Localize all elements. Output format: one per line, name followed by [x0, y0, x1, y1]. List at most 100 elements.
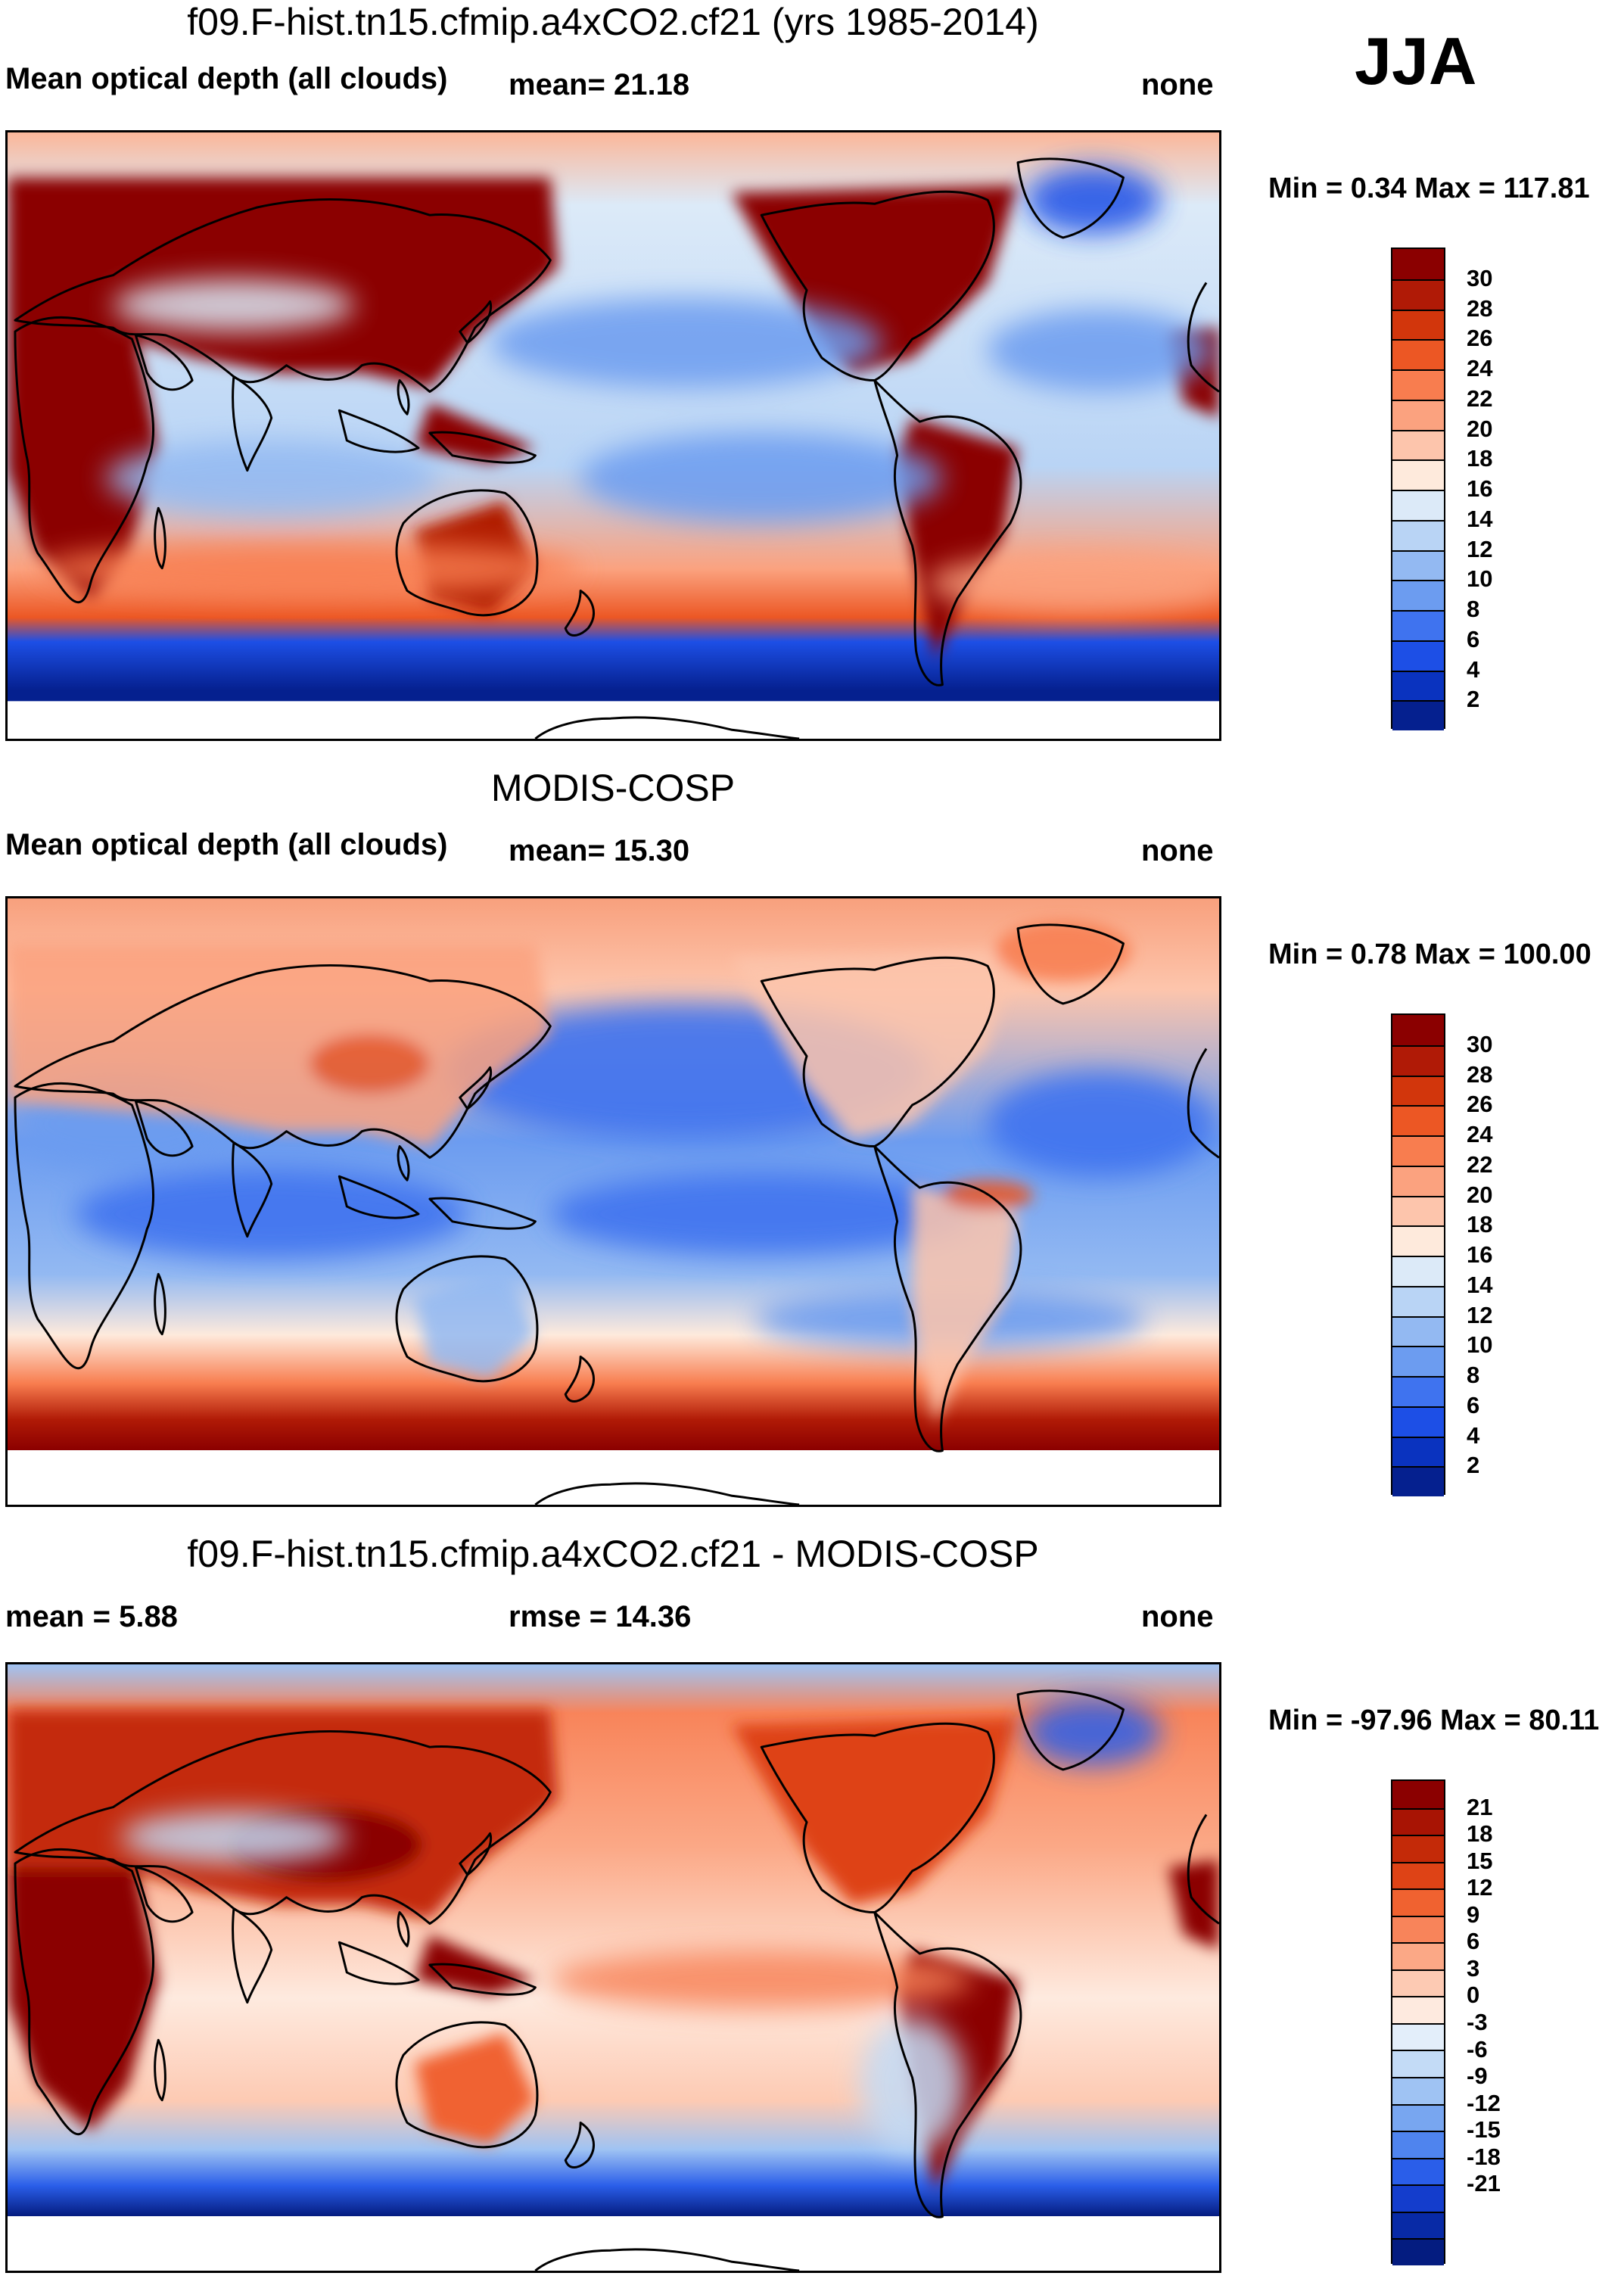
colorbar-segment [1392, 249, 1444, 279]
colorbar-tick-label: 2 [1467, 1452, 1480, 1479]
panel-obs-units-label: none [1141, 834, 1214, 867]
panel-diff-mean-label: mean = 5.88 [5, 1600, 178, 1633]
colorbar-tick-label: 12 [1467, 1301, 1493, 1328]
colorbar-segment [1392, 640, 1444, 671]
panel-obs-mean-label: mean= 15.30 [509, 834, 690, 867]
colorbar-tick-label: 6 [1467, 1391, 1480, 1418]
colorbar-tick-label: 30 [1467, 264, 1493, 291]
colorbar-tick-label: 24 [1467, 1121, 1493, 1147]
colorbar-segment [1392, 1256, 1444, 1286]
panel-diff-title: f09.F-hist.tn15.cfmip.a4xCO2.cf21 - MODI… [187, 1533, 1039, 1575]
colorbar-segment [1392, 1835, 1444, 1862]
colorbar-tick-label: 4 [1467, 655, 1480, 683]
colorbar-segment [1392, 610, 1444, 640]
colorbar-tick-label: -12 [1467, 2089, 1501, 2116]
panel-diff-minmax: Min = -97.96 Max = 80.11 [1268, 1705, 1600, 1736]
colorbar-tick-label: 16 [1467, 1241, 1493, 1268]
panel-model-colorbar [1391, 248, 1445, 730]
colorbar-segment [1392, 309, 1444, 340]
colorbar-tick-label: -18 [1467, 2143, 1501, 2170]
colorbar-segment [1392, 1346, 1444, 1376]
colorbar-tick-label: 22 [1467, 385, 1493, 412]
colorbar-segment [1392, 1376, 1444, 1406]
colorbar-tick-label: 6 [1467, 625, 1480, 652]
colorbar-segment [1392, 1915, 1444, 1943]
colorbar-segment [1392, 2022, 1444, 2050]
colorbar-tick-label: 30 [1467, 1030, 1493, 1057]
panel-model-mean-label: mean= 21.18 [509, 68, 690, 101]
panel-obs-minmax: Min = 0.78 Max = 100.00 [1268, 939, 1591, 970]
colorbar-segment [1392, 2238, 1444, 2265]
colorbar-segment [1392, 1015, 1444, 1045]
colorbar-tick-label: 2 [1467, 686, 1480, 713]
colorbar-tick-label: 28 [1467, 1060, 1493, 1088]
colorbar-segment [1392, 490, 1444, 520]
colorbar-segment [1392, 1942, 1444, 1969]
colorbar-segment [1392, 580, 1444, 610]
panel-model-title: f09.F-hist.tn15.cfmip.a4xCO2.cf21 (yrs 1… [187, 1, 1039, 43]
colorbar-tick-label: 0 [1467, 1982, 1480, 2009]
colorbar-tick-label: 3 [1467, 1954, 1480, 1982]
colorbar-tick-label: 12 [1467, 1874, 1493, 1901]
colorbar-segment [1392, 2077, 1444, 2104]
panel-model-units-label: none [1141, 68, 1214, 101]
colorbar-segment [1392, 1075, 1444, 1106]
colorbar-segment [1392, 1045, 1444, 1076]
colorbar-tick-label: 20 [1467, 415, 1493, 442]
panel-model-map [5, 130, 1221, 741]
colorbar-tick-label: 14 [1467, 1271, 1493, 1298]
panel-diff-rmse-label: rmse = 14.36 [509, 1600, 692, 1633]
colorbar-tick-label: 18 [1467, 1211, 1493, 1238]
colorbar-tick-label: -15 [1467, 2116, 1501, 2144]
colorbar-segment [1392, 1135, 1444, 1166]
colorbar-tick-label: 14 [1467, 505, 1493, 532]
colorbar-tick-label: 4 [1467, 1421, 1480, 1449]
colorbar-segment [1392, 1861, 1444, 1889]
colorbar-segment [1392, 1315, 1444, 1347]
colorbar-segment [1392, 1225, 1444, 1256]
colorbar-segment [1392, 459, 1444, 490]
colorbar-segment [1392, 2184, 1444, 2212]
colorbar-segment [1392, 1105, 1444, 1135]
colorbar-segment [1392, 2103, 1444, 2131]
colorbar-segment [1392, 1781, 1444, 1808]
colorbar-tick-label: 10 [1467, 1331, 1493, 1359]
panel-model-variable-label: Mean optical depth (all clouds) [5, 62, 448, 95]
colorbar-segment [1392, 279, 1444, 310]
colorbar-segment [1392, 429, 1444, 460]
colorbar-tick-label: 18 [1467, 445, 1493, 472]
colorbar-segment [1392, 670, 1444, 701]
colorbar-segment [1392, 1807, 1444, 1835]
colorbar-tick-label: 18 [1467, 1820, 1493, 1848]
colorbar-tick-label: 20 [1467, 1181, 1493, 1208]
colorbar-tick-label: 16 [1467, 475, 1493, 502]
colorbar-tick-label: 22 [1467, 1150, 1493, 1178]
colorbar-segment [1392, 339, 1444, 369]
colorbar-tick-label: -3 [1467, 2009, 1488, 2035]
colorbar-tick-label: 12 [1467, 535, 1493, 562]
panel-obs-variable-label: Mean optical depth (all clouds) [5, 828, 448, 861]
colorbar-segment [1392, 1888, 1444, 1916]
panel-diff-colorbar [1391, 1779, 1445, 2265]
panel-diff-map [5, 1662, 1221, 2273]
colorbar-tick-label: 6 [1467, 1928, 1480, 1955]
colorbar-segment [1392, 1195, 1444, 1226]
colorbar-tick-label: -21 [1467, 2170, 1501, 2197]
colorbar-segment [1392, 700, 1444, 730]
colorbar-segment [1392, 1969, 1444, 1997]
panel-model-minmax: Min = 0.34 Max = 117.81 [1268, 173, 1590, 204]
colorbar-tick-label: -9 [1467, 2063, 1488, 2090]
colorbar-segment [1392, 2050, 1444, 2078]
colorbar-segment [1392, 1466, 1444, 1496]
colorbar-tick-label: 8 [1467, 596, 1480, 622]
colorbar-segment [1392, 2211, 1444, 2239]
panel-obs-colorbar [1391, 1013, 1445, 1496]
colorbar-tick-label: 10 [1467, 565, 1493, 593]
season-label: JJA [1355, 23, 1477, 98]
colorbar-tick-label: 24 [1467, 355, 1493, 381]
colorbar-segment [1392, 2131, 1444, 2158]
colorbar-tick-label: 28 [1467, 294, 1493, 322]
colorbar-segment [1392, 1406, 1444, 1437]
colorbar-segment [1392, 519, 1444, 550]
colorbar-segment [1392, 399, 1444, 430]
